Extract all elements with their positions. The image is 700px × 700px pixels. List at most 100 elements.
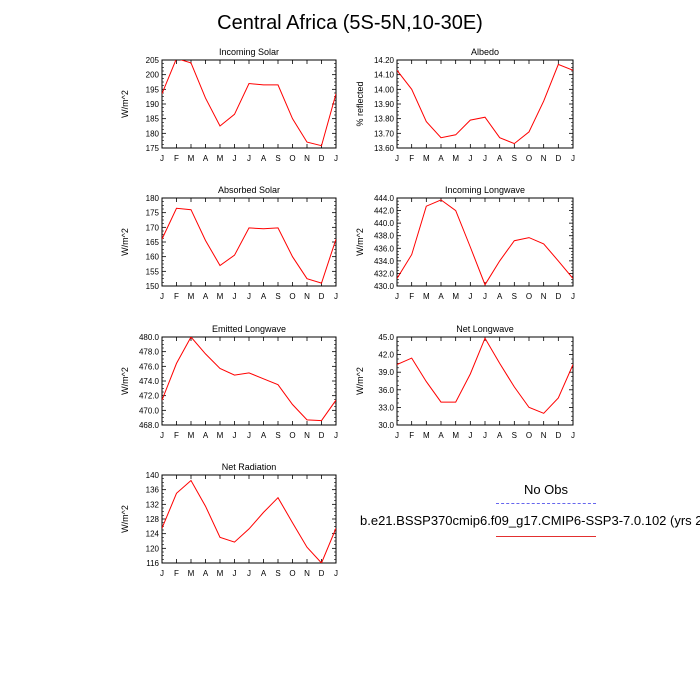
x-tick-label: O [526,431,532,440]
y-tick-label: 132 [146,500,160,509]
x-tick-label: A [497,292,503,301]
x-tick-label: J [571,292,575,301]
x-tick-label: A [497,154,503,163]
x-tick-label: A [261,569,267,578]
y-tick-label: 180 [146,129,160,138]
x-tick-label: M [423,154,430,163]
x-tick-label: O [289,292,295,301]
x-tick-label: M [217,292,224,301]
x-tick-label: J [468,431,472,440]
y-tick-label: 478.0 [139,348,160,357]
x-tick-label: J [160,431,164,440]
plot-frame [161,336,337,426]
x-tick-label: O [289,154,295,163]
y-axis-label: W/m^2 [120,505,130,533]
series-line [162,207,336,284]
x-tick-label: O [526,154,532,163]
x-tick-label: J [334,431,338,440]
x-tick-label: D [319,154,325,163]
y-tick-label: 444.0 [374,194,395,203]
legend-obs-line [496,503,596,504]
plot-frame [396,336,574,426]
y-tick-label: 136 [146,486,160,495]
y-tick-label: 33.0 [378,403,394,412]
y-tick-label: 14.00 [374,85,395,94]
y-tick-label: 128 [146,515,160,524]
x-tick-label: S [275,154,280,163]
y-tick-label: 438.0 [374,232,395,241]
x-tick-label: M [217,154,224,163]
x-tick-label: F [409,154,414,163]
plot-frame [396,197,574,287]
y-axis-label: W/m^2 [120,90,130,118]
x-tick-label: S [512,292,517,301]
x-tick-label: M [188,569,195,578]
y-tick-label: 14.20 [374,56,395,65]
y-tick-label: 476.0 [139,362,160,371]
series-line [397,337,573,414]
y-tick-label: 190 [146,100,160,109]
y-axis-label: W/m^2 [120,228,130,256]
x-tick-label: A [203,154,209,163]
y-tick-label: 442.0 [374,207,395,216]
x-tick-label: F [409,431,414,440]
x-tick-label: N [541,431,547,440]
x-tick-label: A [261,431,267,440]
x-tick-label: A [438,292,444,301]
x-tick-label: M [217,431,224,440]
x-tick-label: J [395,292,399,301]
y-tick-label: 434.0 [374,257,395,266]
x-tick-label: A [203,292,209,301]
y-tick-label: 195 [146,85,160,94]
x-tick-label: J [233,569,237,578]
x-tick-label: A [438,431,444,440]
y-tick-label: 13.80 [374,115,395,124]
x-tick-label: M [188,431,195,440]
legend-case-line [496,536,596,537]
series-line [397,63,573,145]
legend-obs-label: No Obs [523,482,569,497]
y-tick-label: 432.0 [374,269,395,278]
x-tick-label: J [247,569,251,578]
y-tick-label: 160 [146,253,160,262]
panel-title: Net Radiation [222,462,277,472]
x-tick-label: D [319,569,325,578]
x-tick-label: M [452,154,459,163]
y-tick-label: 200 [146,71,160,80]
panel-title: Net Longwave [456,324,514,334]
y-tick-label: 170 [146,223,160,232]
y-tick-label: 470.0 [139,406,160,415]
y-axis-label: W/m^2 [355,228,365,256]
x-tick-label: F [174,431,179,440]
x-tick-label: F [174,569,179,578]
x-tick-label: S [275,569,280,578]
x-tick-label: N [304,292,310,301]
y-tick-label: 14.10 [374,71,395,80]
x-tick-label: A [438,154,444,163]
x-tick-label: A [261,292,267,301]
y-tick-label: 165 [146,238,160,247]
x-tick-label: S [275,431,280,440]
x-tick-label: S [275,292,280,301]
x-tick-label: M [217,569,224,578]
x-tick-label: N [304,154,310,163]
plot-frame [396,59,574,149]
x-tick-label: D [319,292,325,301]
y-tick-label: 180 [146,194,160,203]
x-tick-label: M [188,292,195,301]
x-tick-label: J [483,292,487,301]
x-tick-label: A [203,431,209,440]
x-tick-label: N [541,292,547,301]
y-tick-label: 36.0 [378,386,394,395]
x-tick-label: J [247,292,251,301]
x-tick-label: N [304,431,310,440]
y-axis-label: W/m^2 [120,367,130,395]
x-tick-label: J [334,292,338,301]
y-tick-label: 150 [146,282,160,291]
x-tick-label: O [526,292,532,301]
panel-title: Incoming Solar [219,47,279,57]
